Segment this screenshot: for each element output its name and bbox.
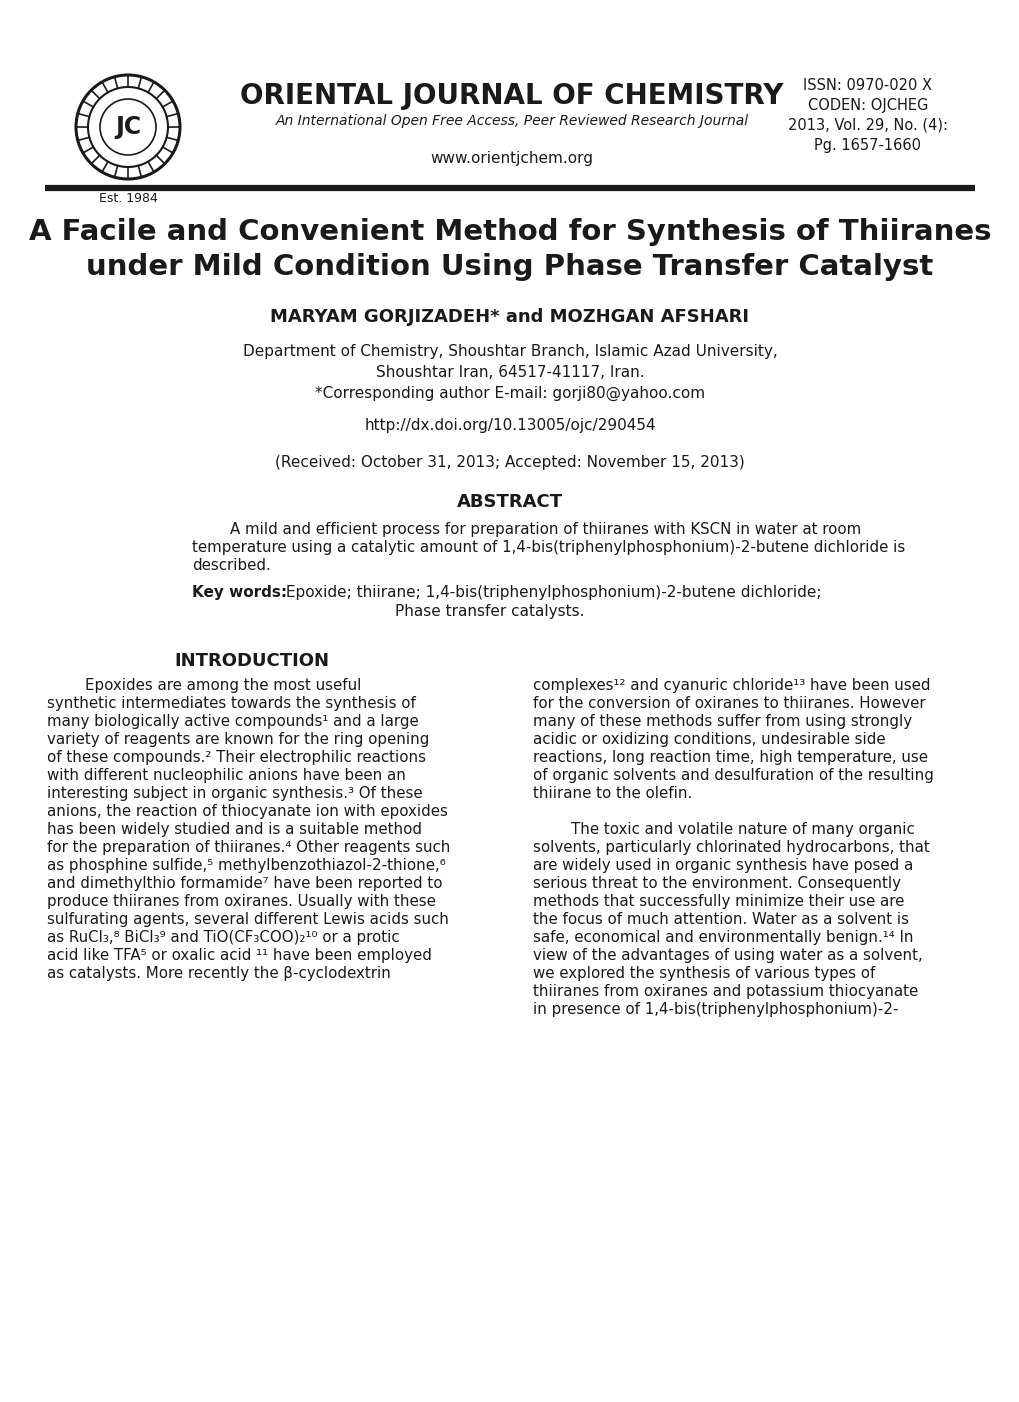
Text: thiiranes from oxiranes and potassium thiocyanate: thiiranes from oxiranes and potassium th… xyxy=(533,984,917,1000)
Text: we explored the synthesis of various types of: we explored the synthesis of various typ… xyxy=(533,966,874,981)
Text: under Mild Condition Using Phase Transfer Catalyst: under Mild Condition Using Phase Transfe… xyxy=(87,252,932,280)
Text: An International Open Free Access, Peer Reviewed Research Journal: An International Open Free Access, Peer … xyxy=(275,114,748,128)
Text: Department of Chemistry, Shoushtar Branch, Islamic Azad University,: Department of Chemistry, Shoushtar Branc… xyxy=(243,343,776,359)
Text: described.: described. xyxy=(192,558,270,573)
Text: in presence of 1,4-bis(triphenylphosphonium)-2-: in presence of 1,4-bis(triphenylphosphon… xyxy=(533,1002,898,1016)
Text: thiirane to the olefin.: thiirane to the olefin. xyxy=(533,787,692,801)
Text: *Corresponding author E-mail: gorji80@yahoo.com: *Corresponding author E-mail: gorji80@ya… xyxy=(315,386,704,401)
Text: The toxic and volatile nature of many organic: The toxic and volatile nature of many or… xyxy=(533,822,914,837)
Text: Epoxide; thiirane; 1,4-bis(triphenylphosphonium)-2-butene dichloride;: Epoxide; thiirane; 1,4-bis(triphenylphos… xyxy=(280,585,820,600)
Text: Phase transfer catalysts.: Phase transfer catalysts. xyxy=(395,604,584,620)
Text: CODEN: OJCHEG: CODEN: OJCHEG xyxy=(807,98,927,114)
Text: has been widely studied and is a suitable method: has been widely studied and is a suitabl… xyxy=(47,822,422,837)
Text: synthetic intermediates towards the synthesis of: synthetic intermediates towards the synt… xyxy=(47,695,416,711)
Text: A Facile and Convenient Method for Synthesis of Thiiranes: A Facile and Convenient Method for Synth… xyxy=(29,217,990,245)
Text: the focus of much attention. Water as a solvent is: the focus of much attention. Water as a … xyxy=(533,911,908,927)
Text: JC: JC xyxy=(115,115,141,139)
Text: Shoushtar Iran, 64517-41117, Iran.: Shoushtar Iran, 64517-41117, Iran. xyxy=(375,365,644,380)
Text: as catalysts. More recently the β-cyclodextrin: as catalysts. More recently the β-cyclod… xyxy=(47,966,390,981)
Text: Key words:: Key words: xyxy=(192,585,286,600)
Text: anions, the reaction of thiocyanate ion with epoxides: anions, the reaction of thiocyanate ion … xyxy=(47,803,447,819)
Text: sulfurating agents, several different Lewis acids such: sulfurating agents, several different Le… xyxy=(47,911,448,927)
Text: for the conversion of oxiranes to thiiranes. However: for the conversion of oxiranes to thiira… xyxy=(533,695,924,711)
Text: INTRODUCTION: INTRODUCTION xyxy=(174,652,329,670)
Text: many biologically active compounds¹ and a large: many biologically active compounds¹ and … xyxy=(47,714,419,729)
Text: are widely used in organic synthesis have posed a: are widely used in organic synthesis hav… xyxy=(533,858,912,873)
Text: with different nucleophilic anions have been an: with different nucleophilic anions have … xyxy=(47,768,406,782)
Text: MARYAM GORJIZADEH* and MOZHGAN AFSHARI: MARYAM GORJIZADEH* and MOZHGAN AFSHARI xyxy=(270,308,749,327)
Text: acid like TFA⁵ or oxalic acid ¹¹ have been employed: acid like TFA⁵ or oxalic acid ¹¹ have be… xyxy=(47,948,431,963)
Text: and dimethylthio formamide⁷ have been reported to: and dimethylthio formamide⁷ have been re… xyxy=(47,876,442,892)
Text: Pg. 1657-1660: Pg. 1657-1660 xyxy=(814,137,920,153)
Text: view of the advantages of using water as a solvent,: view of the advantages of using water as… xyxy=(533,948,922,963)
Text: ABSTRACT: ABSTRACT xyxy=(457,494,562,510)
Text: safe, economical and environmentally benign.¹⁴ In: safe, economical and environmentally ben… xyxy=(533,930,913,945)
Text: interesting subject in organic synthesis.³ Of these: interesting subject in organic synthesis… xyxy=(47,787,422,801)
Text: Est. 1984: Est. 1984 xyxy=(99,192,157,205)
Text: as RuCl₃,⁸ BiCl₃⁹ and TiO(CF₃COO)₂¹⁰ or a protic: as RuCl₃,⁸ BiCl₃⁹ and TiO(CF₃COO)₂¹⁰ or … xyxy=(47,930,399,945)
Text: ORIENTAL JOURNAL OF CHEMISTRY: ORIENTAL JOURNAL OF CHEMISTRY xyxy=(240,81,783,109)
Text: of these compounds.² Their electrophilic reactions: of these compounds.² Their electrophilic… xyxy=(47,750,426,765)
Text: acidic or oxidizing conditions, undesirable side: acidic or oxidizing conditions, undesira… xyxy=(533,732,884,747)
Text: produce thiiranes from oxiranes. Usually with these: produce thiiranes from oxiranes. Usually… xyxy=(47,894,435,908)
Text: ISSN: 0970-020 X: ISSN: 0970-020 X xyxy=(803,79,931,93)
Text: reactions, long reaction time, high temperature, use: reactions, long reaction time, high temp… xyxy=(533,750,927,765)
Text: of organic solvents and desulfuration of the resulting: of organic solvents and desulfuration of… xyxy=(533,768,933,782)
Text: solvents, particularly chlorinated hydrocarbons, that: solvents, particularly chlorinated hydro… xyxy=(533,840,929,855)
Text: for the preparation of thiiranes.⁴ Other reagents such: for the preparation of thiiranes.⁴ Other… xyxy=(47,840,450,855)
Text: A mild and efficient process for preparation of thiiranes with KSCN in water at : A mild and efficient process for prepara… xyxy=(192,522,860,537)
Text: as phosphine sulfide,⁵ methylbenzothiazol-2-thione,⁶: as phosphine sulfide,⁵ methylbenzothiazo… xyxy=(47,858,445,873)
Text: methods that successfully minimize their use are: methods that successfully minimize their… xyxy=(533,894,904,908)
Text: (Received: October 31, 2013; Accepted: November 15, 2013): (Received: October 31, 2013; Accepted: N… xyxy=(275,456,744,470)
Text: 2013, Vol. 29, No. (4):: 2013, Vol. 29, No. (4): xyxy=(788,118,947,133)
Text: www.orientjchem.org: www.orientjchem.org xyxy=(430,151,593,165)
Text: variety of reagents are known for the ring opening: variety of reagents are known for the ri… xyxy=(47,732,429,747)
Text: complexes¹² and cyanuric chloride¹³ have been used: complexes¹² and cyanuric chloride¹³ have… xyxy=(533,679,929,693)
Text: serious threat to the environment. Consequently: serious threat to the environment. Conse… xyxy=(533,876,900,892)
Text: Epoxides are among the most useful: Epoxides are among the most useful xyxy=(47,679,361,693)
Text: http://dx.doi.org/10.13005/ojc/290454: http://dx.doi.org/10.13005/ojc/290454 xyxy=(364,418,655,433)
Text: many of these methods suffer from using strongly: many of these methods suffer from using … xyxy=(533,714,911,729)
Text: temperature using a catalytic amount of 1,4-bis(triphenylphosphonium)-2-butene d: temperature using a catalytic amount of … xyxy=(192,540,905,555)
